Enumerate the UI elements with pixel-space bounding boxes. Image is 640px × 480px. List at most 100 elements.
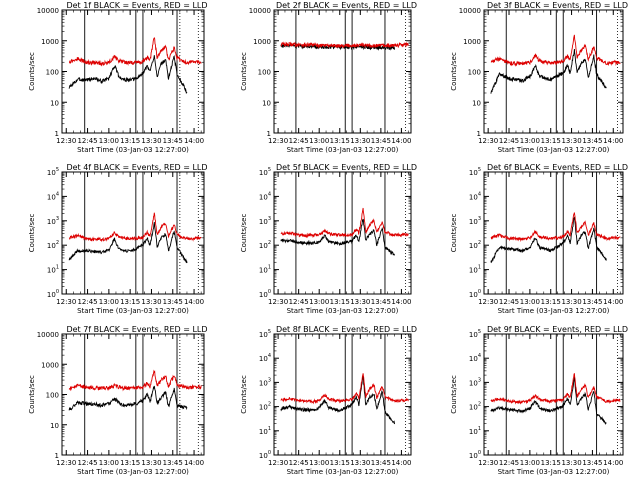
x-tick-label: 13:30 <box>350 137 370 145</box>
x-tick-label: 13:15 <box>541 298 561 306</box>
y-tick-label: 100 <box>469 450 481 460</box>
series-lld-line <box>490 212 621 242</box>
x-tick-label: 13:00 <box>520 298 540 306</box>
chart-title: Det 6f BLACK = Events, RED = LLD <box>487 163 628 172</box>
chart-title: Det 3f BLACK = Events, RED = LLD <box>487 1 628 10</box>
y-tick-label: 10000 <box>37 331 59 339</box>
y-tick-label: 10 <box>50 99 59 107</box>
y-tick-label: 102 <box>259 402 271 412</box>
x-tick-label: 14:00 <box>184 459 204 467</box>
y-tick-label: 10000 <box>459 7 481 15</box>
x-tick-label: 12:30 <box>478 459 498 467</box>
series-events-line <box>280 218 395 256</box>
x-tick-label: 12:45 <box>289 137 309 145</box>
y-tick-label: 104 <box>469 191 481 201</box>
y-tick-label: 1000 <box>463 38 481 46</box>
y-tick-label: 105 <box>469 329 481 339</box>
y-tick-label: 1 <box>55 130 59 138</box>
x-axis-label: Start Time (03-Jan-03 12:27:00) <box>498 307 610 315</box>
x-tick-label: 13:30 <box>141 137 161 145</box>
plot-frame <box>61 171 205 295</box>
y-tick-label: 1 <box>477 130 481 138</box>
y-tick-label: 100 <box>46 69 59 77</box>
series-events-line <box>490 216 607 264</box>
x-tick-label: 13:00 <box>99 459 119 467</box>
x-tick-label: 13:30 <box>350 459 370 467</box>
y-tick-label: 101 <box>259 426 271 436</box>
chart-panel-4: Det 4f BLACK = Events, RED = LLD 100 101 10… <box>28 163 208 315</box>
x-tick-label: 13:45 <box>582 137 602 145</box>
chart-title: Det 9f BLACK = Events, RED = LLD <box>487 325 628 334</box>
y-tick-label: 1000 <box>253 38 271 46</box>
x-tick-label: 13:15 <box>330 298 350 306</box>
chart-title: Det 5f BLACK = Events, RED = LLD <box>276 163 417 172</box>
x-tick-label: 14:00 <box>391 137 411 145</box>
chart-panel-8: Det 8f BLACK = Events, RED = LLD 100 101 10… <box>240 325 417 476</box>
x-tick-label: 12:45 <box>499 459 519 467</box>
chart-panel-6: Det 6f BLACK = Events, RED = LLD 100 101 10… <box>450 163 628 315</box>
y-tick-label: 1 <box>267 130 271 138</box>
y-axis-label: Counts/sec <box>240 375 248 414</box>
y-tick-label: 100 <box>259 289 271 299</box>
y-tick-label: 104 <box>469 353 481 363</box>
y-tick-label: 10 <box>50 422 59 430</box>
x-tick-label: 14:00 <box>184 137 204 145</box>
x-tick-label: 13:00 <box>309 298 329 306</box>
x-tick-label: 13:30 <box>141 459 161 467</box>
x-axis-label: Start Time (03-Jan-03 12:27:00) <box>498 146 610 154</box>
y-tick-label: 103 <box>469 377 481 387</box>
x-axis-label: Start Time (03-Jan-03 12:27:00) <box>287 307 399 315</box>
y-tick-label: 100 <box>469 289 481 299</box>
y-tick-label: 102 <box>47 240 59 250</box>
plot-frame <box>273 333 412 456</box>
plot-frame <box>483 171 624 295</box>
y-tick-label: 1000 <box>41 361 59 369</box>
series-events-line <box>68 221 188 264</box>
y-tick-label: 103 <box>259 216 271 226</box>
x-axis-label: Start Time (03-Jan-03 12:27:00) <box>498 468 610 476</box>
x-tick-label: 13:45 <box>163 459 183 467</box>
chart-panel-7: Det 7f BLACK = Events, RED = LLD 1 10 100 10… <box>28 325 208 476</box>
plot-frame <box>273 9 412 134</box>
x-tick-label: 13:15 <box>120 137 140 145</box>
x-tick-label: 12:30 <box>56 459 76 467</box>
x-tick-label: 12:30 <box>268 137 288 145</box>
series-lld-line <box>490 34 621 67</box>
series-lld-line <box>280 207 409 239</box>
x-tick-label: 13:15 <box>330 459 350 467</box>
x-axis-label: Start Time (03-Jan-03 12:27:00) <box>77 307 189 315</box>
x-tick-label: 14:00 <box>603 137 623 145</box>
x-tick-label: 12:30 <box>268 459 288 467</box>
series-lld-line <box>490 373 621 405</box>
series-events-line <box>490 377 607 425</box>
x-tick-label: 12:45 <box>499 137 519 145</box>
x-tick-label: 12:45 <box>77 137 97 145</box>
y-tick-label: 100 <box>47 289 59 299</box>
series-lld-line <box>68 37 202 67</box>
y-tick-label: 1 <box>55 452 59 460</box>
y-axis-label: Counts/sec <box>240 52 248 91</box>
y-tick-label: 102 <box>469 240 481 250</box>
y-axis-label: Counts/sec <box>28 214 36 253</box>
y-axis-label: Counts/sec <box>28 375 36 414</box>
y-tick-label: 105 <box>259 167 271 177</box>
x-tick-label: 14:00 <box>603 459 623 467</box>
x-tick-label: 12:30 <box>56 137 76 145</box>
series-lld-line <box>280 373 409 405</box>
y-tick-label: 101 <box>47 265 59 275</box>
x-tick-label: 12:30 <box>268 298 288 306</box>
x-tick-label: 13:15 <box>120 298 140 306</box>
y-tick-label: 102 <box>259 240 271 250</box>
x-tick-label: 13:00 <box>520 137 540 145</box>
x-tick-label: 13:45 <box>371 298 391 306</box>
y-tick-label: 104 <box>47 191 59 201</box>
x-tick-label: 13:15 <box>330 137 350 145</box>
x-tick-label: 13:45 <box>163 137 183 145</box>
chart-panel-9: Det 9f BLACK = Events, RED = LLD 100 101 10… <box>450 325 628 476</box>
chart-title: Det 1f BLACK = Events, RED = LLD <box>66 1 207 10</box>
y-tick-label: 105 <box>469 167 481 177</box>
x-tick-label: 13:30 <box>561 459 581 467</box>
x-tick-label: 13:00 <box>309 137 329 145</box>
x-tick-label: 13:30 <box>561 298 581 306</box>
